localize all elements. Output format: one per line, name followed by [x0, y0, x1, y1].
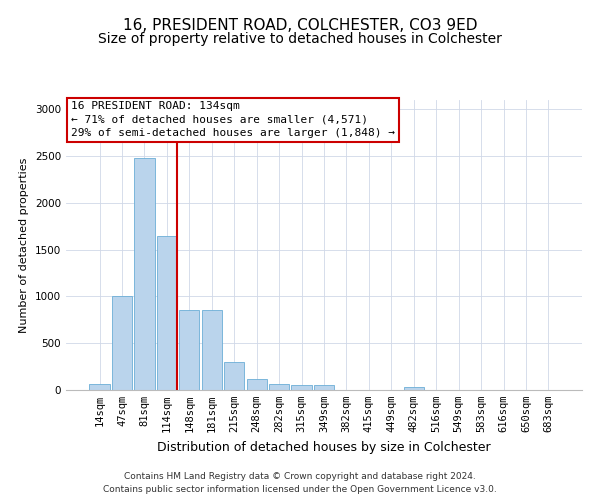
Y-axis label: Number of detached properties: Number of detached properties	[19, 158, 29, 332]
Text: Contains HM Land Registry data © Crown copyright and database right 2024.
Contai: Contains HM Land Registry data © Crown c…	[103, 472, 497, 494]
Bar	[157, 236, 177, 390]
Bar	[314, 386, 334, 390]
Bar	[269, 384, 289, 390]
Bar	[179, 310, 199, 390]
Bar	[202, 310, 222, 390]
Bar	[247, 379, 267, 390]
Bar	[404, 387, 424, 390]
Text: 16 PRESIDENT ROAD: 134sqm
← 71% of detached houses are smaller (4,571)
29% of se: 16 PRESIDENT ROAD: 134sqm ← 71% of detac…	[71, 102, 395, 138]
Bar	[134, 158, 155, 390]
Text: Size of property relative to detached houses in Colchester: Size of property relative to detached ho…	[98, 32, 502, 46]
Bar	[112, 296, 132, 390]
X-axis label: Distribution of detached houses by size in Colchester: Distribution of detached houses by size …	[157, 440, 491, 454]
Bar	[89, 384, 110, 390]
Text: 16, PRESIDENT ROAD, COLCHESTER, CO3 9ED: 16, PRESIDENT ROAD, COLCHESTER, CO3 9ED	[123, 18, 477, 32]
Bar	[292, 386, 311, 390]
Bar	[224, 362, 244, 390]
